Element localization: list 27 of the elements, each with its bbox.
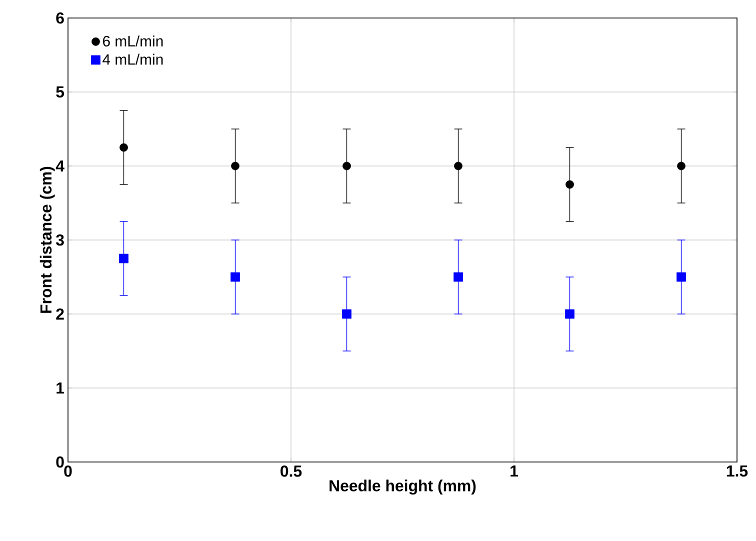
y-tick-label: 5 bbox=[56, 86, 64, 98]
x-tick-label: 0.5 bbox=[280, 466, 302, 477]
point bbox=[454, 162, 462, 170]
y-tick-label: 0 bbox=[56, 456, 64, 468]
point bbox=[231, 162, 240, 170]
y-tick-label: 6 bbox=[56, 12, 64, 24]
point bbox=[342, 309, 352, 319]
legend-label: 6 mL/min bbox=[102, 36, 163, 46]
point bbox=[676, 272, 686, 282]
point bbox=[230, 272, 240, 282]
point bbox=[566, 180, 574, 189]
y-axis-title: Front distance (cm) bbox=[40, 166, 55, 313]
x-axis-title: Needle height (mm) bbox=[330, 480, 476, 495]
y-tick-label: 1 bbox=[56, 382, 64, 394]
y-tick-label: 4 bbox=[56, 160, 64, 172]
point bbox=[120, 143, 128, 152]
x-tick-label: 0 bbox=[64, 466, 72, 477]
point bbox=[342, 162, 351, 170]
point bbox=[565, 309, 574, 319]
y-tick-label: 3 bbox=[56, 234, 64, 246]
point bbox=[454, 272, 463, 282]
x-tick-label: 1 bbox=[510, 466, 518, 476]
point bbox=[677, 162, 686, 170]
x-tick-label: 1.5 bbox=[726, 466, 748, 477]
y-tick-label: 2 bbox=[56, 308, 64, 320]
point bbox=[119, 254, 128, 264]
legend-label: 4 mL/min bbox=[102, 54, 163, 65]
